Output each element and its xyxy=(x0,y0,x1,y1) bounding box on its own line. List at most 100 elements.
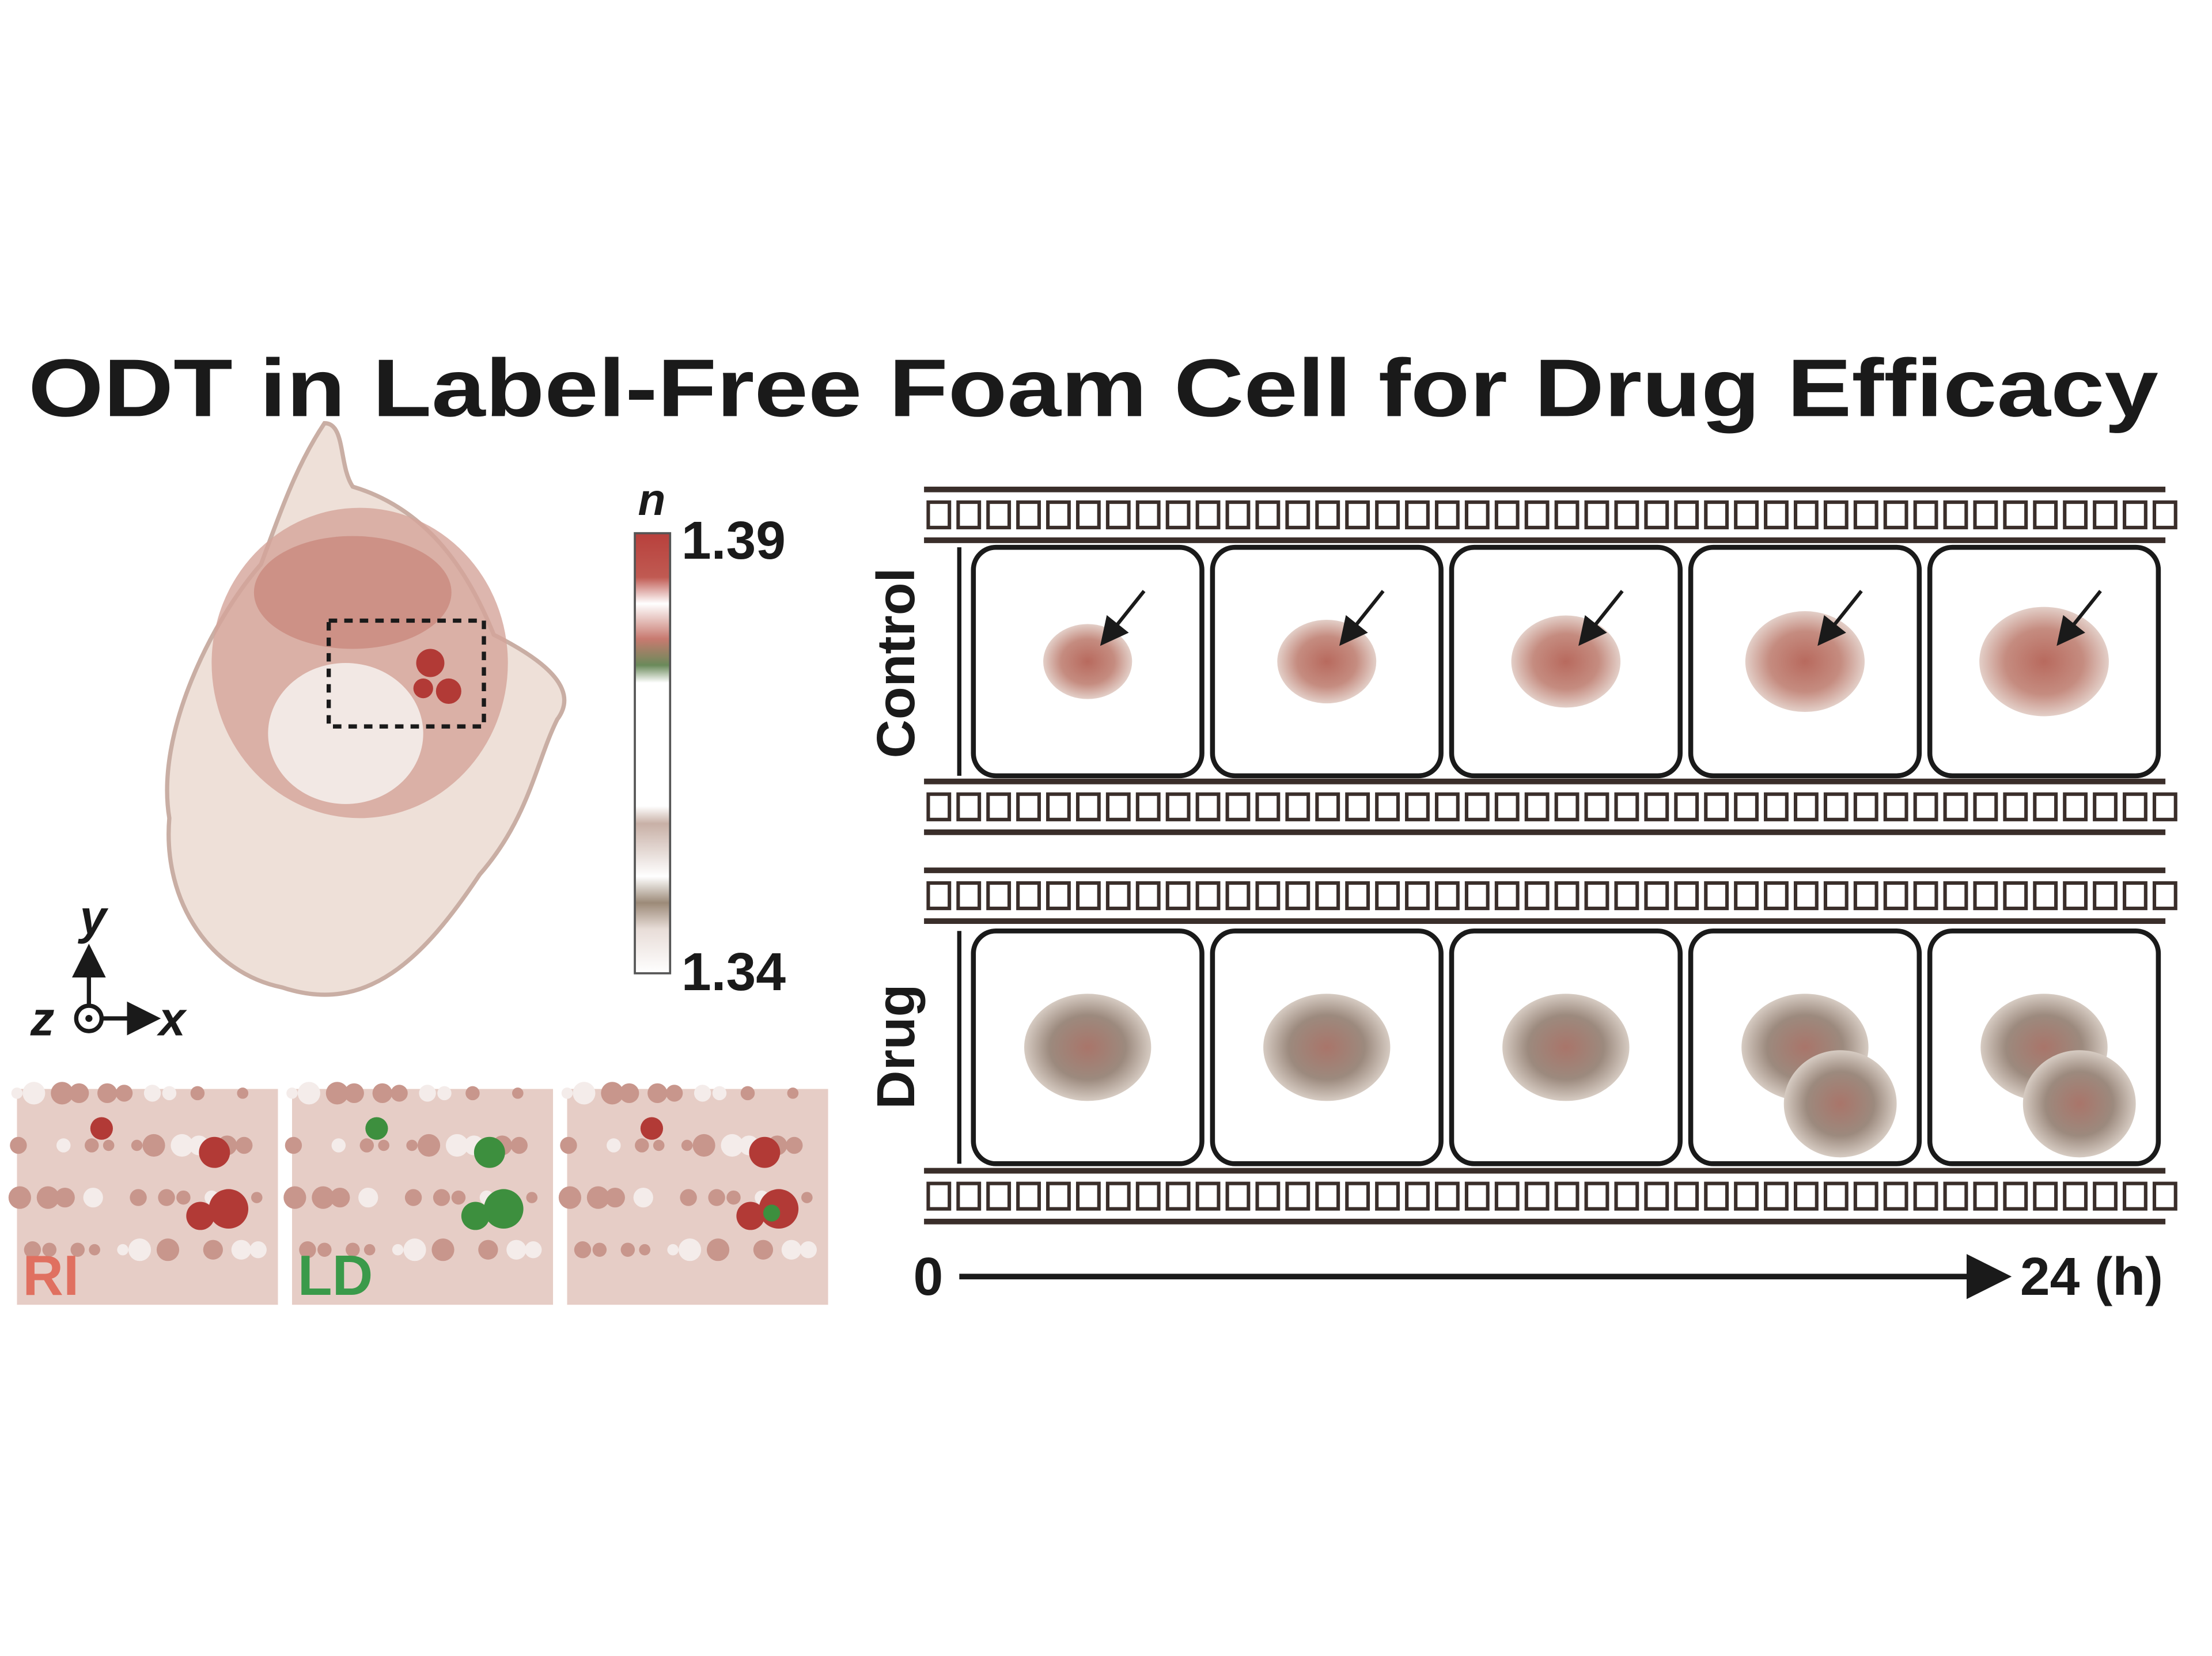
sprocket xyxy=(1046,881,1071,911)
sprocket xyxy=(1554,792,1580,821)
texture xyxy=(70,1242,85,1257)
sprocket xyxy=(1823,792,1849,821)
sprocket xyxy=(1345,792,1370,821)
texture xyxy=(667,1244,679,1256)
filmstrips xyxy=(924,486,2177,1225)
sprocket xyxy=(1075,500,1101,529)
texture xyxy=(619,1083,639,1104)
texture xyxy=(8,1186,31,1209)
texture xyxy=(331,1138,346,1153)
sprocket xyxy=(1853,1181,1878,1211)
sprocket xyxy=(926,500,952,529)
sprocket xyxy=(2063,792,2088,821)
sprocket xyxy=(986,881,1012,911)
sprocket xyxy=(1046,1181,1071,1211)
texture xyxy=(97,1083,118,1104)
sprocket xyxy=(1584,792,1609,821)
sprocket xyxy=(1315,500,1340,529)
sprocket xyxy=(1105,1181,1131,1211)
texture xyxy=(115,1085,133,1102)
sprocket xyxy=(1046,500,1071,529)
sprocket xyxy=(1734,881,1759,911)
sprocket xyxy=(1105,792,1131,821)
axes-indicator: y z x xyxy=(30,890,188,1045)
texture xyxy=(635,1138,649,1153)
texture xyxy=(681,1139,693,1151)
texture xyxy=(800,1241,817,1259)
texture xyxy=(372,1083,392,1104)
sprocket xyxy=(1345,1181,1370,1211)
sprocket xyxy=(2093,792,2118,821)
texture xyxy=(726,1190,741,1205)
sprocket xyxy=(1644,792,1669,821)
sprocket xyxy=(1285,500,1310,529)
sprocket xyxy=(1674,500,1699,529)
texture xyxy=(190,1086,205,1101)
droplet xyxy=(736,1202,765,1230)
sprocket xyxy=(1524,792,1550,821)
arrow xyxy=(2056,590,2102,646)
texture xyxy=(607,1138,621,1153)
texture xyxy=(89,1244,100,1256)
sprocket xyxy=(1704,792,1729,821)
texture xyxy=(404,1189,422,1206)
texture xyxy=(465,1086,480,1101)
texture xyxy=(678,1238,702,1261)
texture xyxy=(419,1085,436,1102)
sprocket xyxy=(1285,792,1310,821)
sprocket xyxy=(1793,792,1819,821)
sprocket xyxy=(1943,792,1968,821)
sprocket xyxy=(1734,792,1759,821)
sprocket xyxy=(1285,1181,1310,1211)
sprocket xyxy=(1464,792,1490,821)
texture xyxy=(706,1238,730,1261)
sprocket xyxy=(1793,500,1819,529)
sprocket xyxy=(2152,881,2177,911)
droplet xyxy=(474,1136,505,1168)
sprocket xyxy=(1315,1181,1340,1211)
sprocket xyxy=(1524,500,1550,529)
insets xyxy=(8,1082,828,1305)
sprocket xyxy=(1674,881,1699,911)
sprocket xyxy=(1375,1181,1400,1211)
sprocket xyxy=(2152,500,2177,529)
sprocket xyxy=(956,881,982,911)
sprocket xyxy=(1584,881,1609,911)
arrow xyxy=(1339,590,1385,646)
droplet xyxy=(749,1136,781,1168)
sprocket xyxy=(1793,881,1819,911)
texture xyxy=(787,1087,799,1099)
texture xyxy=(171,1134,194,1157)
texture xyxy=(574,1241,592,1259)
sprocket xyxy=(1195,881,1221,911)
sprocket xyxy=(1913,1181,1938,1211)
sprocket xyxy=(1823,881,1849,911)
inset-label: RI xyxy=(22,1244,79,1307)
texture xyxy=(55,1187,75,1208)
sprocket xyxy=(956,500,982,529)
texture xyxy=(330,1187,350,1208)
droplet xyxy=(209,1189,249,1229)
texture xyxy=(437,1086,452,1101)
texture xyxy=(317,1242,332,1257)
sprocket xyxy=(1554,500,1580,529)
strip-label: Control xyxy=(866,568,926,759)
sprocket xyxy=(926,881,952,911)
sprocket xyxy=(1135,792,1161,821)
sprocket xyxy=(1883,881,1908,911)
inset-label: LD xyxy=(298,1244,373,1307)
texture xyxy=(526,1192,538,1203)
texture xyxy=(143,1085,161,1102)
texture xyxy=(103,1139,115,1151)
texture xyxy=(83,1187,103,1208)
texture xyxy=(601,1082,624,1105)
texture xyxy=(51,1082,74,1105)
sprocket xyxy=(1464,881,1490,911)
sprocket xyxy=(1584,500,1609,529)
sprocket xyxy=(986,1181,1012,1211)
sprocket xyxy=(1046,792,1071,821)
texture xyxy=(85,1138,99,1153)
sprocket xyxy=(2003,881,2028,911)
texture xyxy=(647,1083,668,1104)
cell xyxy=(1263,994,1391,1101)
